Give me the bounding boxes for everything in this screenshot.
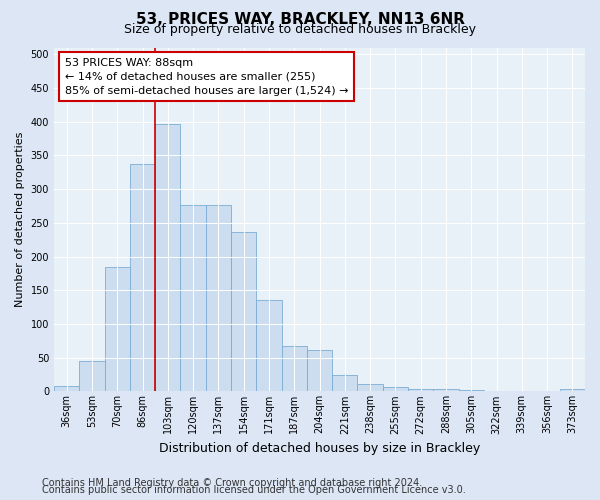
Bar xyxy=(130,164,155,392)
Bar xyxy=(256,300,281,392)
Text: Size of property relative to detached houses in Brackley: Size of property relative to detached ho… xyxy=(124,22,476,36)
Bar xyxy=(358,384,383,392)
Bar xyxy=(307,350,332,392)
Bar xyxy=(181,206,206,392)
Bar xyxy=(433,390,458,392)
Bar xyxy=(484,390,509,392)
Bar xyxy=(408,388,433,392)
Text: Contains public sector information licensed under the Open Government Licence v3: Contains public sector information licen… xyxy=(42,485,466,495)
Bar xyxy=(155,124,181,392)
Bar xyxy=(509,390,535,392)
Bar xyxy=(458,390,484,392)
Bar xyxy=(54,386,79,392)
Bar xyxy=(332,374,358,392)
Text: 53, PRICES WAY, BRACKLEY, NN13 6NR: 53, PRICES WAY, BRACKLEY, NN13 6NR xyxy=(136,12,464,28)
X-axis label: Distribution of detached houses by size in Brackley: Distribution of detached houses by size … xyxy=(159,442,480,455)
Bar xyxy=(206,206,231,392)
Bar xyxy=(383,388,408,392)
Bar xyxy=(560,390,585,392)
Bar xyxy=(79,361,104,392)
Bar xyxy=(231,232,256,392)
Text: 53 PRICES WAY: 88sqm
← 14% of detached houses are smaller (255)
85% of semi-deta: 53 PRICES WAY: 88sqm ← 14% of detached h… xyxy=(65,58,348,96)
Bar xyxy=(281,346,307,392)
Bar xyxy=(104,266,130,392)
Y-axis label: Number of detached properties: Number of detached properties xyxy=(15,132,25,307)
Text: Contains HM Land Registry data © Crown copyright and database right 2024.: Contains HM Land Registry data © Crown c… xyxy=(42,478,422,488)
